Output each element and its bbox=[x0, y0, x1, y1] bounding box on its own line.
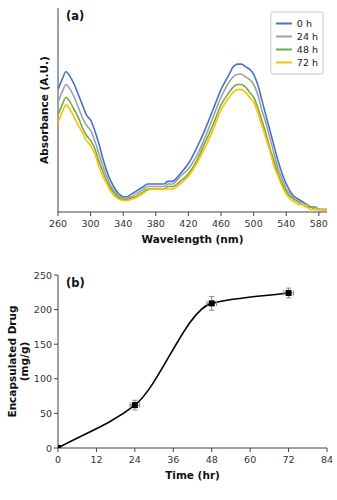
x-tick-label: 500 bbox=[245, 218, 263, 229]
y-tick bbox=[54, 413, 58, 414]
x-tick bbox=[327, 448, 328, 452]
figure: 260300340380420460500540580Wavelength (n… bbox=[0, 0, 337, 500]
y-error-bar bbox=[209, 296, 214, 310]
x-axis-label: Wavelength (nm) bbox=[141, 233, 243, 245]
series-line bbox=[58, 85, 327, 210]
legend-label: 24 h bbox=[297, 31, 318, 42]
y-axis-label: Encapsulated Drug(mg/g) bbox=[6, 305, 31, 417]
legend-label: 48 h bbox=[297, 44, 318, 55]
panel: 260 300 340 380 420 460 500 540 580 Wavelength (n… bbox=[38, 8, 328, 245]
x-tick-label: 72 bbox=[283, 454, 295, 465]
x-tick bbox=[123, 212, 124, 216]
point bbox=[132, 402, 138, 408]
y-tick-label: 50 bbox=[40, 408, 52, 419]
series-line bbox=[58, 74, 327, 209]
point bbox=[58, 445, 61, 448]
x-tick-label: 24 bbox=[129, 454, 141, 465]
x-tick-label: 12 bbox=[90, 454, 102, 465]
x-tick bbox=[253, 212, 254, 216]
y-tick-label: 0 bbox=[46, 443, 52, 454]
point bbox=[286, 290, 292, 296]
x-error-bar bbox=[207, 301, 217, 306]
x-tick bbox=[250, 448, 251, 452]
x-tick-label: 300 bbox=[82, 218, 100, 229]
x-tick bbox=[96, 448, 97, 452]
x-tick-label: 0 bbox=[55, 454, 61, 465]
x-tick-label: 340 bbox=[114, 218, 132, 229]
x-tick-label: 420 bbox=[179, 218, 197, 229]
series-line bbox=[58, 293, 289, 448]
y-tick bbox=[54, 309, 58, 310]
y-error-bar bbox=[132, 400, 137, 410]
x-tick-label: 36 bbox=[167, 454, 179, 465]
x-tick bbox=[221, 212, 222, 216]
legend-swatch bbox=[276, 49, 292, 51]
x-error-bar bbox=[130, 403, 140, 408]
y-tick-label: 150 bbox=[34, 339, 52, 350]
x-tick bbox=[58, 448, 59, 452]
legend-swatch bbox=[276, 36, 292, 38]
legend-label: 0 h bbox=[297, 18, 312, 29]
x-tick bbox=[155, 212, 156, 216]
x-tick bbox=[318, 212, 319, 216]
x-axis-line bbox=[58, 448, 327, 449]
x-tick-label: 460 bbox=[212, 218, 230, 229]
y-tick bbox=[54, 378, 58, 379]
x-tick bbox=[211, 448, 212, 452]
y-error-bar bbox=[286, 288, 291, 298]
y-axis-line bbox=[58, 275, 59, 448]
legend: 0 h 24 h 48 h 72 h bbox=[271, 12, 323, 74]
y-axis-label-line: Encapsulated Drug bbox=[6, 305, 18, 417]
x-tick bbox=[188, 212, 189, 216]
series-line bbox=[58, 90, 327, 210]
point bbox=[209, 300, 215, 306]
x-tick bbox=[58, 212, 59, 216]
y-tick bbox=[54, 344, 58, 345]
panel-title: (b) bbox=[66, 276, 85, 290]
panel: 0 12 24 36 48 60 72 84 0 50 100 150 200 250 Time (hr) E… bbox=[6, 270, 334, 482]
y-axis-label: Absorbance (A.U.) bbox=[38, 56, 50, 164]
y-tick-label: 250 bbox=[34, 270, 52, 281]
x-tick-label: 60 bbox=[244, 454, 256, 465]
x-axis-label: Time (hr) bbox=[165, 469, 220, 481]
x-tick-label: 260 bbox=[49, 218, 67, 229]
legend-box bbox=[271, 12, 323, 74]
series-line bbox=[58, 64, 327, 209]
y-tick bbox=[54, 275, 58, 276]
legend-swatch bbox=[276, 23, 292, 25]
panel-title: (a) bbox=[66, 9, 84, 23]
y-axis-label-line: Absorbance (A.U.) bbox=[38, 56, 50, 164]
plot-area bbox=[58, 288, 293, 448]
y-tick-label: 200 bbox=[34, 304, 52, 315]
x-tick bbox=[286, 212, 287, 216]
x-tick-label: 380 bbox=[147, 218, 165, 229]
x-tick-label: 580 bbox=[310, 218, 328, 229]
x-tick bbox=[134, 448, 135, 452]
x-tick-label: 84 bbox=[321, 454, 333, 465]
x-tick bbox=[90, 212, 91, 216]
legend-swatch bbox=[276, 62, 292, 64]
x-tick bbox=[288, 448, 289, 452]
x-tick bbox=[173, 448, 174, 452]
x-error-bar bbox=[284, 290, 294, 295]
plot-area bbox=[58, 64, 327, 209]
y-axis-line bbox=[58, 8, 59, 212]
x-tick-label: 540 bbox=[277, 218, 295, 229]
y-tick bbox=[54, 448, 58, 449]
legend-label: 72 h bbox=[297, 57, 318, 68]
y-axis-label-line: (mg/g) bbox=[18, 342, 30, 381]
x-tick-label: 48 bbox=[206, 454, 218, 465]
y-tick-label: 100 bbox=[34, 373, 52, 384]
